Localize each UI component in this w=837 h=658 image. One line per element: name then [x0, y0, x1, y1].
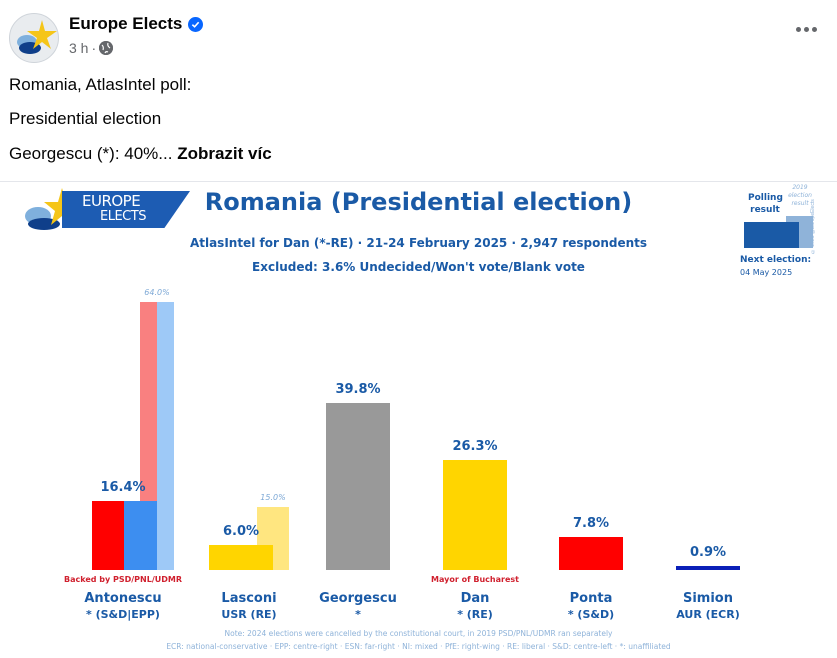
candidate-party: USR (RE): [221, 608, 277, 621]
value-label: 26.3%: [452, 438, 498, 454]
bar-annotation: Mayor of Bucharest: [431, 575, 519, 584]
globe-icon: [99, 41, 114, 55]
see-more-link[interactable]: Zobrazit víc: [177, 144, 272, 163]
value-label-2019: 15.0%: [260, 493, 286, 503]
author-name-text[interactable]: Europe Elects: [69, 14, 183, 33]
bar-polling: [443, 459, 507, 570]
chart-note: Note: 2024 elections were cancelled by t…: [224, 629, 613, 638]
logo-text-europe: EUROPE: [82, 192, 141, 210]
verified-badge-icon: [188, 16, 204, 32]
value-label: 0.9%: [689, 545, 727, 561]
more-options-button[interactable]: [796, 27, 817, 32]
chart-subtitle: AtlasIntel for Dan (*-RE) · 21-24 Februa…: [189, 236, 648, 250]
copyright-text: © 2025 @EuropeElects: [810, 199, 816, 254]
chart-party-key: ECR: national-conservative · EPP: centre…: [166, 642, 671, 651]
next-election-label: Next election:: [740, 255, 812, 265]
candidate-name: Simion: [682, 591, 733, 606]
post-meta: 3 h ·: [69, 40, 114, 56]
candidate-name: Lasconi: [221, 591, 277, 606]
chart-subtitle-excluded: Excluded: 3.6% Undecided/Won't vote/Blan…: [252, 260, 585, 274]
post-image-chart[interactable]: EUROPE ELECTS Romania (Presidential elec…: [0, 181, 837, 658]
value-label: 6.0%: [222, 523, 260, 539]
post-text-truncated: Georgescu (*): 40%...: [9, 144, 173, 163]
logo-text-elects: ELECTS: [100, 209, 146, 224]
candidate-name: Georgescu: [319, 591, 397, 606]
post-text-line: Romania, AtlasIntel poll:: [9, 75, 192, 94]
candidate-party: * (RE): [457, 608, 493, 621]
candidate-name: Antonescu: [84, 591, 162, 606]
logo-band: [62, 191, 190, 228]
bar-annotation: Backed by PSD/PNL/UDMR: [63, 575, 183, 584]
europe-elects-logo-icon: [17, 20, 57, 54]
value-label: 39.8%: [335, 382, 381, 398]
candidate-party: * (S&D): [567, 608, 615, 621]
value-label: 7.8%: [572, 516, 610, 532]
more-options-icon-dot: [796, 27, 801, 32]
bar-polling-antonescu-red: [92, 501, 124, 570]
bar-polling: [326, 403, 390, 570]
post-text-line-last: Georgescu (*): 40%... Zobrazit víc: [9, 144, 272, 164]
legend-swatch-polling: [744, 222, 799, 248]
candidate-party: * (S&D|EPP): [86, 608, 160, 621]
candidate-party: AUR (ECR): [676, 608, 740, 621]
meta-separator: ·: [91, 40, 97, 56]
candidate-name: Dan: [460, 591, 490, 606]
author-name[interactable]: Europe Elects: [69, 14, 204, 34]
value-label-2019: 64.0%: [144, 287, 170, 297]
more-options-icon-dot: [804, 27, 809, 32]
bar-polling-antonescu-blue: [124, 501, 157, 570]
bar-polling: [209, 544, 273, 570]
post-text-line: Presidential election: [9, 109, 162, 128]
candidate-name: Ponta: [569, 591, 613, 606]
bar-polling: [676, 566, 740, 570]
chart-legend: 2019 election result Polling result © 20…: [740, 182, 830, 292]
next-election-date: 04 May 2025: [740, 268, 793, 277]
bar-2019-antonescu-pnl: [157, 301, 174, 570]
chart-title: Romania (Presidential election): [204, 188, 633, 216]
candidate-party: *: [355, 608, 361, 621]
legend-2019-label: 2019 election result: [788, 184, 812, 207]
bar-polling: [559, 537, 623, 570]
legend-polling-label: Polling result: [748, 193, 783, 215]
page-avatar[interactable]: [9, 13, 59, 63]
post-timestamp[interactable]: 3 h: [69, 40, 89, 56]
value-label: 16.4%: [100, 480, 146, 496]
more-options-icon-dot: [812, 27, 817, 32]
